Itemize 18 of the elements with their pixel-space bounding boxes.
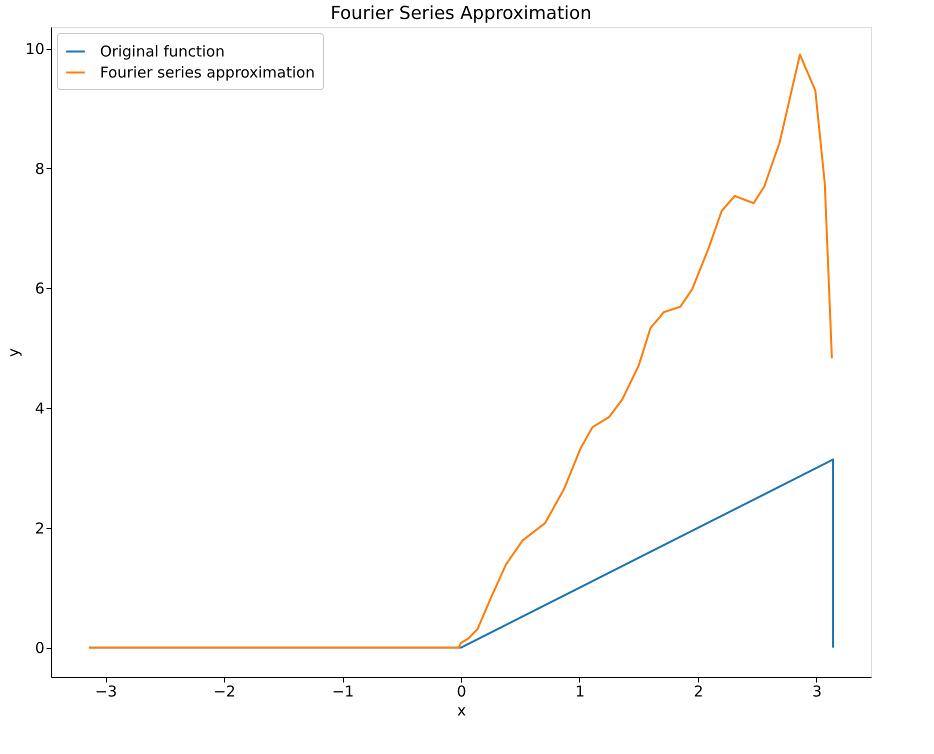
x-tick-label: 1	[575, 682, 585, 700]
legend-label: Fourier series approximation	[100, 64, 315, 82]
y-tick-label: 10	[25, 40, 44, 58]
y-tick-label: 2	[34, 519, 44, 538]
x-tick-label: −1	[332, 682, 354, 700]
y-tick-label: 0	[34, 639, 44, 658]
x-tick-label: 2	[694, 682, 704, 700]
y-tick-label: 4	[34, 400, 44, 418]
x-tick-label: 3	[812, 682, 822, 700]
legend-label: Original function	[100, 42, 225, 60]
y-tick-label: 6	[34, 280, 44, 298]
y-tick-label: 8	[34, 160, 44, 178]
chart-title: Fourier Series Approximation	[330, 3, 592, 24]
y-axis-title: y	[4, 348, 22, 357]
x-tick-label: 0	[456, 682, 466, 700]
x-axis-title: x	[457, 702, 466, 720]
x-tick-label: −3	[94, 682, 118, 700]
x-tick-label: −2	[213, 682, 236, 700]
